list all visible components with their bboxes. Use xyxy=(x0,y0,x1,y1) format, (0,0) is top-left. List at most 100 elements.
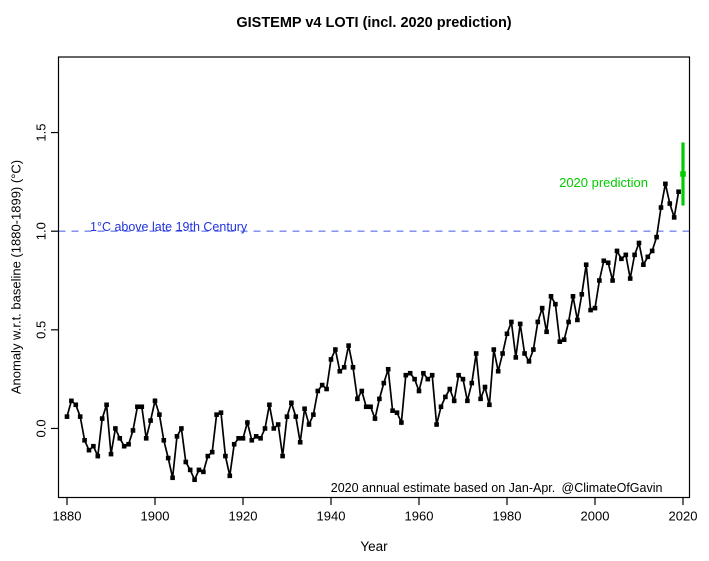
data-point xyxy=(671,215,677,220)
data-point xyxy=(223,453,228,459)
data-point xyxy=(399,420,404,425)
data-point xyxy=(337,368,343,374)
data-point xyxy=(403,372,409,378)
y-axis-label: Anomaly w.r.t. baseline (1880-1899) (°C) xyxy=(8,159,24,395)
y-tick-label: 1.5 xyxy=(34,124,49,142)
data-point xyxy=(108,451,114,457)
data-point xyxy=(130,428,136,433)
data-point xyxy=(240,436,246,441)
data-point xyxy=(526,359,532,364)
data-point xyxy=(64,414,70,419)
data-point xyxy=(69,398,74,404)
reference-line-label: 1°C above late 19th Century xyxy=(90,220,248,234)
data-point xyxy=(443,394,448,400)
data-point xyxy=(451,398,457,404)
data-point xyxy=(570,293,576,299)
data-point xyxy=(407,370,413,376)
data-point xyxy=(135,404,140,410)
data-point xyxy=(315,388,321,394)
data-point xyxy=(522,351,527,356)
data-point xyxy=(394,410,400,415)
data-point xyxy=(346,343,351,348)
data-point xyxy=(126,441,131,447)
data-point xyxy=(99,416,105,421)
data-point xyxy=(676,189,681,195)
data-point xyxy=(148,418,153,423)
data-point xyxy=(412,376,417,382)
prediction-point xyxy=(680,171,686,177)
data-point xyxy=(649,248,655,254)
x-tick-label: 1880 xyxy=(53,509,82,524)
x-tick-label: 1940 xyxy=(317,509,346,524)
x-axis-label: Year xyxy=(360,539,388,554)
data-point xyxy=(306,422,312,427)
x-tick-label: 1920 xyxy=(229,509,258,524)
data-point xyxy=(566,319,571,325)
data-point xyxy=(121,443,127,449)
data-point xyxy=(438,404,444,410)
data-point xyxy=(82,437,87,443)
data-point xyxy=(113,426,118,431)
data-point xyxy=(262,426,268,431)
data-point xyxy=(249,437,255,443)
data-point xyxy=(333,347,338,352)
data-point xyxy=(372,416,378,421)
data-point xyxy=(509,319,514,325)
data-point xyxy=(214,412,219,417)
data-point xyxy=(267,402,272,408)
y-tick-label: 1.0 xyxy=(34,222,49,240)
data-point xyxy=(104,402,109,408)
data-point xyxy=(416,388,422,394)
data-point xyxy=(487,402,492,408)
data-point xyxy=(258,436,263,441)
data-point xyxy=(205,453,211,459)
data-point xyxy=(425,376,431,382)
data-point xyxy=(196,467,202,473)
data-point xyxy=(91,443,96,449)
data-point xyxy=(86,447,92,453)
data-point xyxy=(579,292,585,297)
data-point xyxy=(636,240,642,246)
plot-box xyxy=(57,56,691,499)
data-point xyxy=(597,278,602,283)
data-point xyxy=(632,252,637,258)
data-point xyxy=(390,408,395,414)
data-point xyxy=(614,248,620,254)
data-point xyxy=(531,347,536,352)
data-point xyxy=(209,449,215,455)
data-point xyxy=(324,386,329,392)
data-point xyxy=(473,351,479,356)
x-tick-label: 2000 xyxy=(581,509,610,524)
credit-label: @ClimateOfGavin xyxy=(561,481,663,495)
x-tick-label: 1960 xyxy=(405,509,434,524)
data-point xyxy=(447,386,453,392)
data-point xyxy=(469,380,475,386)
data-point xyxy=(605,260,611,266)
data-point xyxy=(429,372,435,378)
data-point xyxy=(117,436,123,441)
data-point xyxy=(491,347,497,352)
data-point xyxy=(359,388,365,394)
data-point xyxy=(575,317,580,323)
data-point xyxy=(341,365,347,370)
data-point xyxy=(363,404,369,410)
data-point xyxy=(544,329,549,335)
data-point xyxy=(465,398,470,404)
data-point xyxy=(165,455,171,461)
data-point xyxy=(561,337,567,342)
data-point xyxy=(500,351,505,356)
data-point xyxy=(293,414,299,419)
data-point xyxy=(77,414,83,419)
data-point xyxy=(192,477,197,483)
data-point xyxy=(592,305,598,311)
data-point xyxy=(557,339,563,344)
data-point xyxy=(350,365,356,370)
data-point xyxy=(619,256,624,262)
data-point xyxy=(161,437,167,443)
chart-title: GISTEMP v4 LOTI (incl. 2020 prediction) xyxy=(236,15,512,31)
x-tick-label: 1980 xyxy=(493,509,522,524)
data-point xyxy=(641,262,646,268)
data-point xyxy=(271,426,277,431)
data-point xyxy=(328,357,334,362)
x-tick-label: 1900 xyxy=(141,509,170,524)
